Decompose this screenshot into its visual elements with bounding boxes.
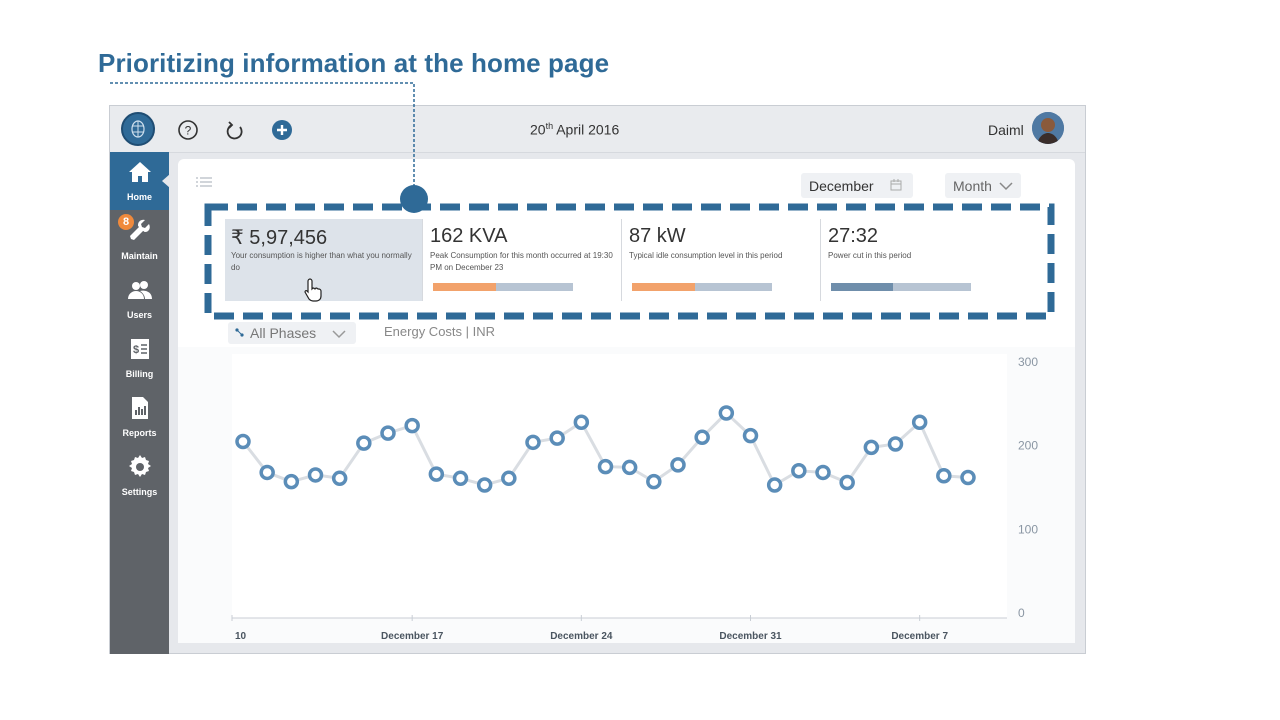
data-point [621, 459, 638, 476]
phases-icon [235, 328, 244, 337]
sidebar-item-reports[interactable]: Reports [110, 388, 169, 446]
data-point [501, 470, 517, 487]
data-point [283, 473, 300, 490]
calendar-icon [890, 179, 902, 191]
y-tick-label: 0 [1018, 606, 1025, 620]
y-tick-label: 300 [1018, 355, 1038, 369]
sidebar-item-settings[interactable]: Settings [110, 447, 169, 505]
data-point [380, 425, 396, 441]
top-bar: ? 20th April 2016 Daimler [110, 106, 1085, 153]
data-point [404, 417, 420, 434]
data-point [694, 429, 710, 446]
x-tick-label: December 7 [891, 631, 948, 642]
refresh-icon[interactable] [224, 119, 246, 141]
month-picker[interactable]: December [801, 173, 913, 198]
sidebar-item-billing[interactable]: $ Billing [110, 329, 169, 387]
data-point [863, 439, 880, 456]
data-point [476, 477, 493, 493]
active-indicator-icon [162, 174, 170, 188]
sidebar: Home 8 Maintain Users $ Bill [110, 152, 170, 654]
data-point [936, 468, 952, 484]
data-point [549, 430, 565, 446]
sidebar-item-users[interactable]: Users [110, 270, 169, 328]
data-point [839, 474, 855, 491]
add-icon[interactable] [271, 119, 293, 141]
help-icon[interactable]: ? [177, 119, 199, 141]
data-point [356, 435, 372, 451]
data-point [960, 469, 976, 486]
data-point [331, 470, 348, 487]
data-point [911, 414, 928, 430]
gear-icon [129, 455, 151, 477]
user-name[interactable]: Daimler [988, 122, 1024, 138]
data-point [452, 470, 469, 487]
data-point [718, 405, 735, 421]
y-tick-label: 100 [1018, 522, 1038, 536]
avatar[interactable] [1032, 112, 1064, 144]
data-point [597, 458, 614, 475]
period-select[interactable]: Month [945, 173, 1021, 198]
app-window: ? 20th April 2016 Daimler Home [109, 105, 1086, 654]
y-tick-label: 200 [1018, 439, 1038, 453]
x-tick-label: December 31 [719, 631, 782, 642]
data-point [259, 464, 275, 481]
data-point [573, 414, 590, 430]
phases-select[interactable]: All Phases [228, 322, 356, 344]
data-point [307, 467, 324, 483]
data-point [742, 427, 759, 444]
current-date: 20th April 2016 [530, 121, 620, 138]
data-point [235, 433, 251, 450]
svg-text:?: ? [185, 124, 192, 138]
chevron-down-icon [999, 182, 1013, 191]
data-point [791, 463, 807, 479]
notification-badge: 8 [118, 214, 134, 230]
users-icon [128, 281, 152, 299]
data-point [887, 436, 904, 452]
slide-title: Prioritizing information at the home pag… [98, 48, 610, 78]
plot-area [232, 354, 1007, 618]
chart-label: Energy Costs | INR [384, 324, 496, 339]
wrench-icon [130, 219, 150, 240]
sidebar-item-maintain[interactable]: 8 Maintain [110, 211, 169, 269]
data-point [766, 477, 783, 493]
data-point [670, 457, 686, 473]
svg-text:$: $ [133, 344, 139, 356]
billing-icon: $ [131, 339, 149, 359]
x-tick-label: 10 [235, 631, 247, 642]
chevron-down-icon [332, 330, 346, 339]
data-point [525, 434, 541, 451]
brain-logo-icon[interactable] [121, 112, 155, 146]
data-point [646, 473, 662, 490]
data-point [428, 466, 445, 482]
consumption-chart: 10 December 17 December 24 December 31 Decem… [178, 347, 1075, 643]
sidebar-item-home[interactable]: Home [110, 152, 170, 210]
x-tick-label: December 17 [381, 631, 444, 642]
home-icon [129, 162, 151, 182]
x-tick-label: December 24 [550, 631, 613, 642]
data-point [815, 464, 831, 481]
reports-icon [132, 397, 148, 419]
dashboard-panel: December Month ₹ 5,97,456 Your consumpti… [178, 159, 1075, 643]
